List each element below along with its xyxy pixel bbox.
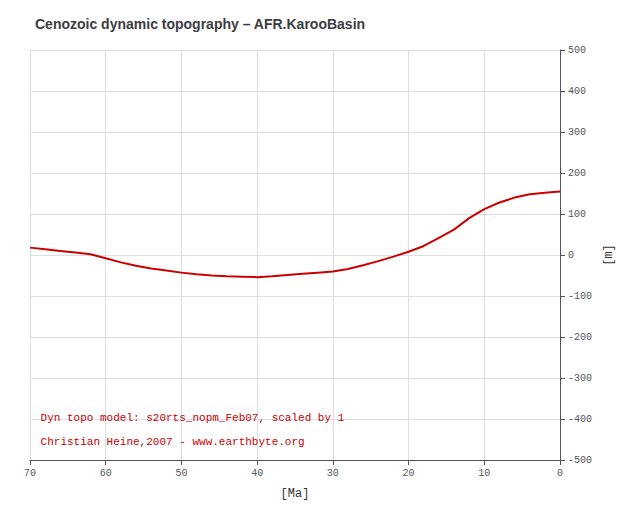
svg-text:20: 20 — [403, 468, 415, 479]
svg-text:-100: -100 — [568, 291, 592, 302]
svg-text:300: 300 — [568, 127, 586, 138]
svg-text:40: 40 — [251, 468, 263, 479]
svg-text:100: 100 — [568, 209, 586, 220]
svg-text:0: 0 — [568, 250, 574, 261]
svg-text:Cenozoic dynamic topography –: Cenozoic dynamic topography – AFR.KarooB… — [35, 16, 365, 32]
svg-text:-300: -300 — [568, 373, 592, 384]
svg-text:-200: -200 — [568, 332, 592, 343]
svg-text:[m]: [m] — [602, 244, 616, 266]
svg-text:500: 500 — [568, 45, 586, 56]
svg-text:-400: -400 — [568, 414, 592, 425]
svg-text:[Ma]: [Ma] — [281, 487, 310, 501]
svg-text:70: 70 — [24, 468, 36, 479]
svg-text:0: 0 — [557, 468, 563, 479]
svg-text:Christian Heine,2007 - www.ear: Christian Heine,2007 - www.earthbyte.org — [41, 436, 305, 448]
svg-text:50: 50 — [175, 468, 187, 479]
svg-text:400: 400 — [568, 86, 586, 97]
svg-text:-500: -500 — [568, 455, 592, 466]
svg-text:200: 200 — [568, 168, 586, 179]
svg-text:10: 10 — [478, 468, 490, 479]
svg-text:60: 60 — [100, 468, 112, 479]
svg-text:Dyn topo model: s20rts_nopm_Fe: Dyn topo model: s20rts_nopm_Feb07, scale… — [41, 412, 345, 424]
svg-text:30: 30 — [327, 468, 339, 479]
